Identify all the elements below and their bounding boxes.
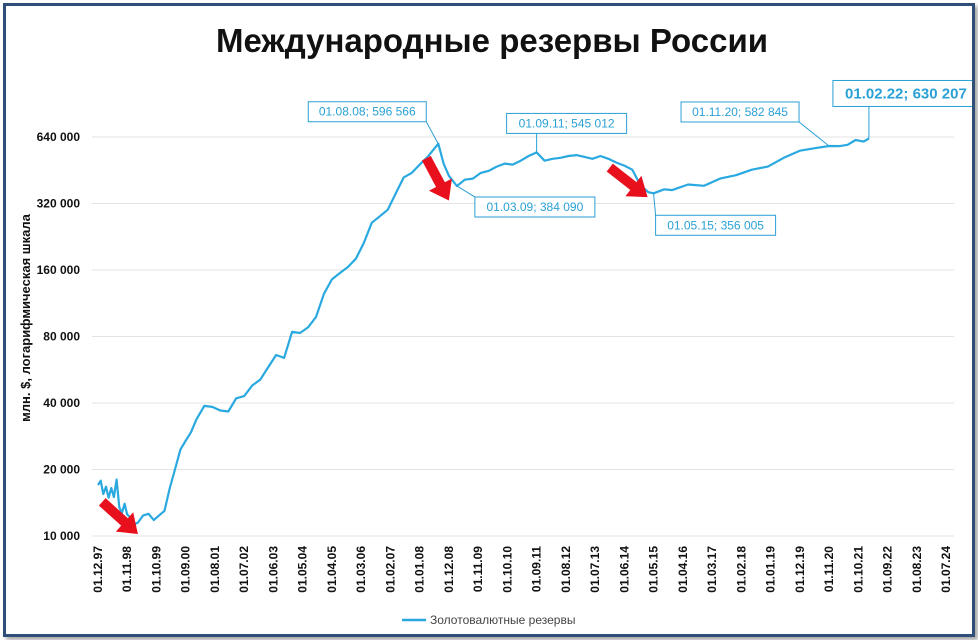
x-tick-label: 01.05.15 xyxy=(647,546,661,593)
annotation-callout: 01.08.08; 596 566 xyxy=(307,101,439,144)
x-tick-label: 01.03.17 xyxy=(705,546,719,593)
annotation-box xyxy=(307,101,427,123)
series-line-reserves xyxy=(97,137,870,527)
x-tick-label: 01.10.10 xyxy=(500,546,514,593)
chart-frame: Международные резервы России млн. $, лог… xyxy=(3,3,975,637)
x-tick-label: 01.10.99 xyxy=(149,546,163,593)
annotation-label: 01.02.22; 630 207 xyxy=(845,85,967,102)
y-axis-label: млн. $, логарифмическая шкала xyxy=(18,213,33,421)
x-tick-label: 01.04.05 xyxy=(325,546,339,593)
annotation-label: 01.11.20; 582 845 xyxy=(692,105,788,119)
x-tick-label: 01.02.07 xyxy=(383,546,397,593)
annotation-box xyxy=(832,79,972,107)
x-tick-label: 01.09.11 xyxy=(530,546,544,592)
x-tick-label: 01.12.97 xyxy=(91,546,105,593)
x-tick-label: 01.06.14 xyxy=(617,546,631,593)
x-tick-label: 01.02.18 xyxy=(734,546,748,593)
annotation-box xyxy=(474,196,596,218)
chart-title: Международные резервы России xyxy=(216,22,768,59)
y-tick-label: 20 000 xyxy=(43,463,80,477)
annotation-leader xyxy=(425,121,439,144)
x-tick-label: 01.12.08 xyxy=(442,546,456,593)
x-tick-label: 01.05.04 xyxy=(296,546,310,593)
annotation-callout: 01.09.11; 545 012 xyxy=(506,112,628,153)
chart-canvas: Международные резервы России млн. $, лог… xyxy=(18,22,972,627)
decline-arrow xyxy=(98,498,138,534)
x-tick-label: 01.01.19 xyxy=(764,546,778,593)
y-axis-ticks: 10 000 20 000 40 000 80 000 160 000 320 000 64… xyxy=(37,130,81,543)
annotation-callout: 01.02.22; 630 207 xyxy=(832,79,972,139)
y-tick-label: 640 000 xyxy=(37,130,81,144)
x-tick-label: 01.01.08 xyxy=(413,546,427,593)
x-axis-ticks: 01.12.97 01.11.98 01.10.99 01.09.00 01.08.01… xyxy=(91,546,953,593)
x-tick-label: 01.08.01 xyxy=(208,546,222,593)
y-tick-label: 40 000 xyxy=(43,396,80,410)
annotation-label: 01.09.11; 545 012 xyxy=(519,116,615,130)
x-tick-label: 01.11.98 xyxy=(120,546,134,592)
y-tick-label: 80 000 xyxy=(43,330,80,344)
annotation-label: 01.08.08; 596 566 xyxy=(319,105,416,119)
annotation-box xyxy=(655,214,777,236)
series-layer xyxy=(97,137,870,527)
x-tick-label: 01.06.03 xyxy=(266,546,280,593)
decline-arrows xyxy=(98,155,648,534)
x-tick-label: 01.11.09 xyxy=(471,546,485,592)
x-tick-label: 01.09.00 xyxy=(179,546,193,593)
decline-arrow xyxy=(421,155,452,201)
decline-arrow xyxy=(606,163,648,198)
annotation-box xyxy=(506,112,628,134)
x-tick-label: 01.08.23 xyxy=(910,546,924,593)
x-tick-label: 01.07.02 xyxy=(237,546,251,593)
annotation-label: 01.05.15; 356 005 xyxy=(667,218,764,232)
annotation-box xyxy=(680,101,800,123)
x-tick-label: 01.07.24 xyxy=(939,546,953,593)
annotation-callout: 01.11.20; 582 845 xyxy=(680,101,830,147)
legend-entry: Золотовалютные резервы xyxy=(430,613,575,627)
annotation-callout: 01.03.09; 384 090 xyxy=(456,185,596,218)
annotation-callout: 01.05.15; 356 005 xyxy=(653,193,777,236)
x-tick-label: 01.08.12 xyxy=(559,546,573,593)
x-tick-label: 01.11.20 xyxy=(822,546,836,592)
y-tick-label: 320 000 xyxy=(37,197,81,211)
x-tick-label: 01.07.13 xyxy=(588,546,602,593)
x-tick-label: 01.03.06 xyxy=(354,546,368,593)
annotation-leader xyxy=(456,185,476,198)
x-tick-label: 01.04.16 xyxy=(676,546,690,593)
annotation-leader xyxy=(798,121,830,147)
x-tick-label: 01.09.22 xyxy=(881,546,895,593)
annotation-leader xyxy=(653,193,657,216)
x-tick-label: 01.10.21 xyxy=(851,546,865,593)
y-tick-label: 160 000 xyxy=(37,263,81,277)
x-tick-label: 01.12.19 xyxy=(793,546,807,593)
annotation-label: 01.03.09; 384 090 xyxy=(486,200,583,214)
y-tick-label: 10 000 xyxy=(43,529,80,543)
annotations: 01.08.08; 596 566 01.03.09; 384 090 01.09.… xyxy=(307,79,972,236)
legend: Золотовалютные резервы xyxy=(402,613,575,627)
